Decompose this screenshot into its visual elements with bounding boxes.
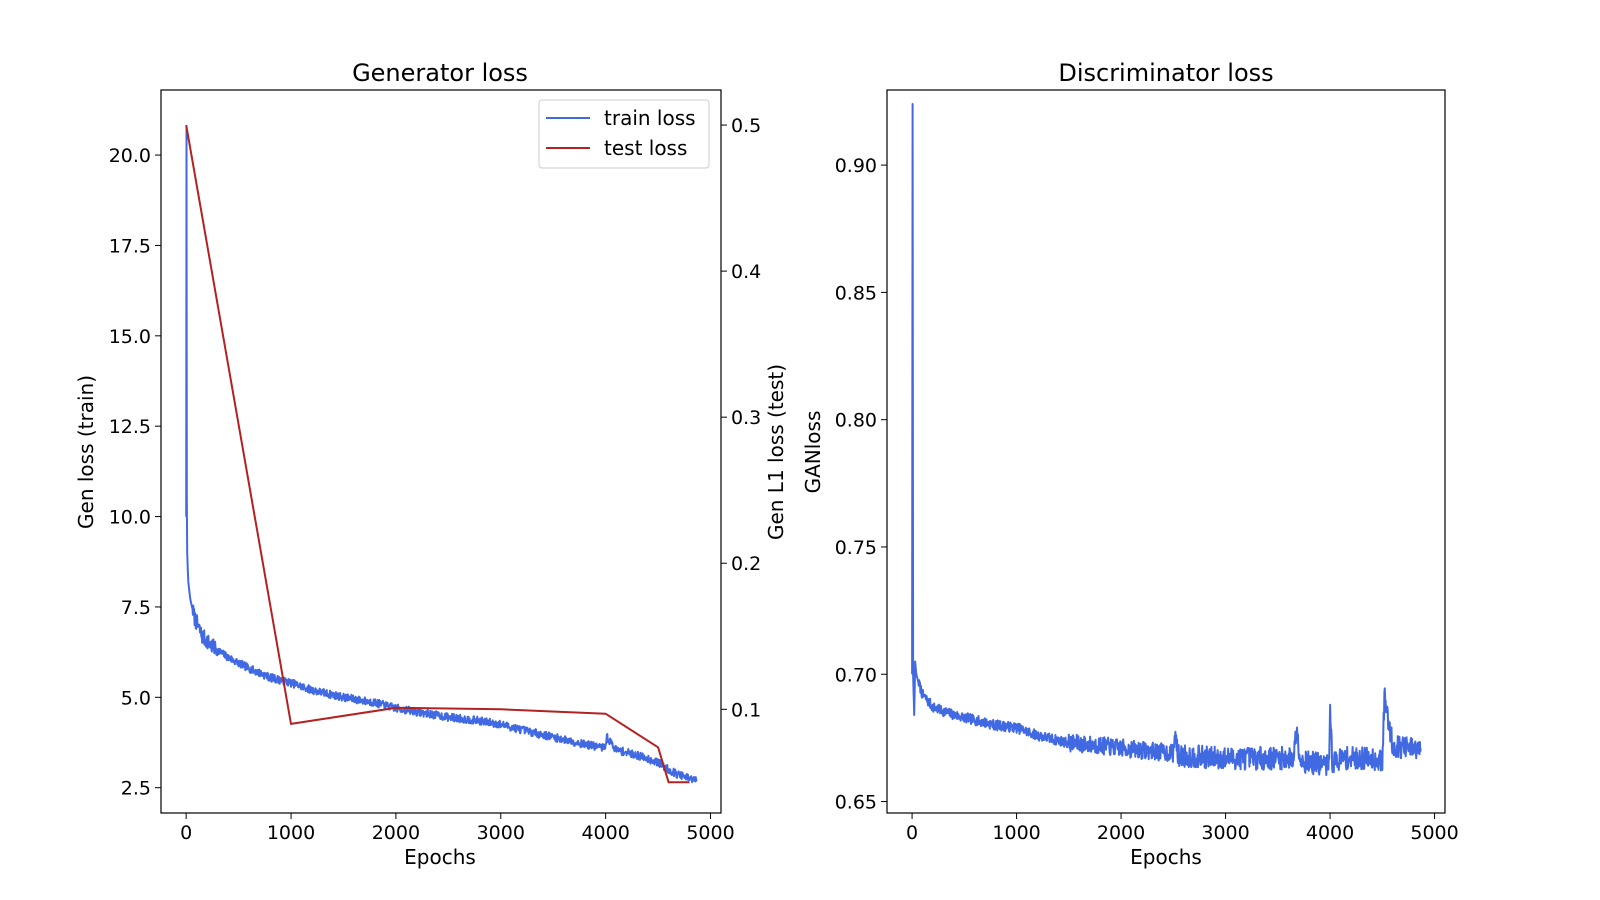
discriminator-loss-chart: Discriminator loss 0 1000 2000 3000 4000 5000… xyxy=(801,59,1459,869)
x-tick-label: 1000 xyxy=(992,822,1040,844)
y-tick-label: 20.0 xyxy=(109,145,151,167)
plot-frame xyxy=(160,89,722,814)
y-tick-label: 2.5 xyxy=(121,778,151,800)
series-line-gan-loss xyxy=(911,103,1422,776)
y-tick-label: 0.90 xyxy=(835,155,877,177)
y2-tick-label: 0.4 xyxy=(731,261,761,283)
x-tick-label: 3000 xyxy=(477,822,525,844)
x-tick-label: 4000 xyxy=(581,822,629,844)
y-tick-label: 0.70 xyxy=(835,664,877,686)
x-tick-label: 2000 xyxy=(1097,822,1145,844)
x-axis-label: Epochs xyxy=(404,845,476,869)
y2-tick-label: 0.5 xyxy=(731,115,761,137)
y2-tick-label: 0.1 xyxy=(731,699,761,721)
y-axis-label: Gen loss (train) xyxy=(74,375,98,529)
legend-label-test: test loss xyxy=(604,136,687,160)
x-tick-label: 0 xyxy=(180,822,192,844)
y-tick-label: 0.85 xyxy=(835,282,877,304)
generator-loss-chart: Generator loss 0 1000 2000 3000 4000 5000 2.5… xyxy=(74,59,788,869)
x-tick-label: 5000 xyxy=(686,822,734,844)
y-axis-label: GANloss xyxy=(801,411,825,494)
x-tick-label: 2000 xyxy=(372,822,420,844)
y2-axis-label: Gen L1 loss (test) xyxy=(764,364,788,540)
x-tick-label: 5000 xyxy=(1410,822,1458,844)
x-axis-label: Epochs xyxy=(1130,845,1202,869)
y-tick-label: 7.5 xyxy=(121,597,151,619)
y-tick-label: 0.65 xyxy=(835,792,877,814)
series-line-test-loss xyxy=(185,124,690,784)
y2-tick-label: 0.3 xyxy=(731,407,761,429)
y-tick-label: 0.80 xyxy=(835,410,877,432)
y-tick-label: 17.5 xyxy=(109,235,151,257)
chart-title: Discriminator loss xyxy=(1058,59,1273,87)
y-tick-label: 10.0 xyxy=(109,507,151,529)
x-tick-label: 3000 xyxy=(1201,822,1249,844)
y-tick-label: 15.0 xyxy=(109,326,151,348)
series-line-train-loss xyxy=(185,125,698,784)
chart-title: Generator loss xyxy=(352,59,528,87)
y-tick-label: 5.0 xyxy=(121,687,151,709)
x-tick-label: 0 xyxy=(906,822,918,844)
y2-tick-label: 0.2 xyxy=(731,553,761,575)
y-tick-label: 12.5 xyxy=(109,416,151,438)
legend: train loss test loss xyxy=(538,99,710,169)
plot-frame xyxy=(886,89,1446,814)
x-tick-label: 1000 xyxy=(267,822,315,844)
legend-label-train: train loss xyxy=(604,106,696,130)
y-tick-label: 0.75 xyxy=(835,537,877,559)
x-tick-label: 4000 xyxy=(1306,822,1354,844)
